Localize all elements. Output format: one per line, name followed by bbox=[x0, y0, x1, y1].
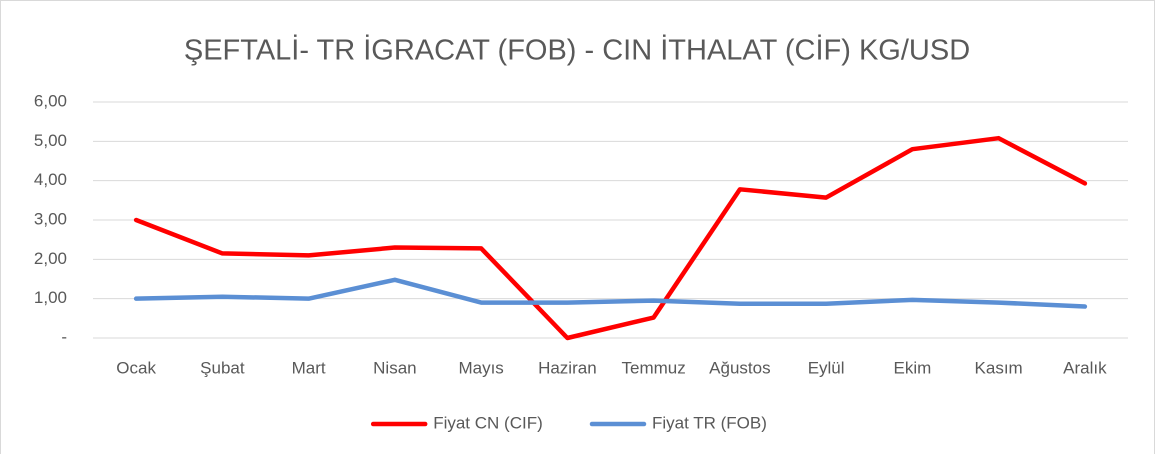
x-tick-label: Ekim bbox=[893, 358, 931, 377]
x-tick-label: Haziran bbox=[538, 358, 597, 377]
x-tick-label: Mart bbox=[292, 358, 326, 377]
y-tick-label: - bbox=[61, 327, 67, 346]
y-tick-label: 4,00 bbox=[34, 170, 67, 189]
series-line bbox=[133, 277, 1088, 309]
x-tick-label: Temmuz bbox=[622, 358, 686, 377]
x-tick-label: Aralık bbox=[1063, 358, 1107, 377]
x-tick-label: Kasım bbox=[975, 358, 1023, 377]
x-tick-label: Ağustos bbox=[709, 358, 770, 377]
x-tick-label: Şubat bbox=[200, 358, 245, 377]
y-tick-label: 1,00 bbox=[34, 288, 67, 307]
y-tick-label: 5,00 bbox=[34, 131, 67, 150]
legend-label: Fiyat CN (CIF) bbox=[433, 413, 543, 432]
x-tick-label: Eylül bbox=[808, 358, 845, 377]
chart-title: ŞEFTALİ- TR İGRACAT (FOB) - CIN İTHALAT … bbox=[184, 34, 970, 67]
legend-label: Fiyat TR (FOB) bbox=[652, 413, 767, 432]
x-tick-label: Ocak bbox=[116, 358, 156, 377]
x-tick-label: Mayıs bbox=[458, 358, 503, 377]
x-tick-label: Nisan bbox=[373, 358, 416, 377]
y-tick-label: 6,00 bbox=[34, 91, 67, 110]
y-tick-label: 3,00 bbox=[34, 209, 67, 228]
series-line bbox=[133, 135, 1088, 341]
y-tick-label: 2,00 bbox=[34, 249, 67, 268]
